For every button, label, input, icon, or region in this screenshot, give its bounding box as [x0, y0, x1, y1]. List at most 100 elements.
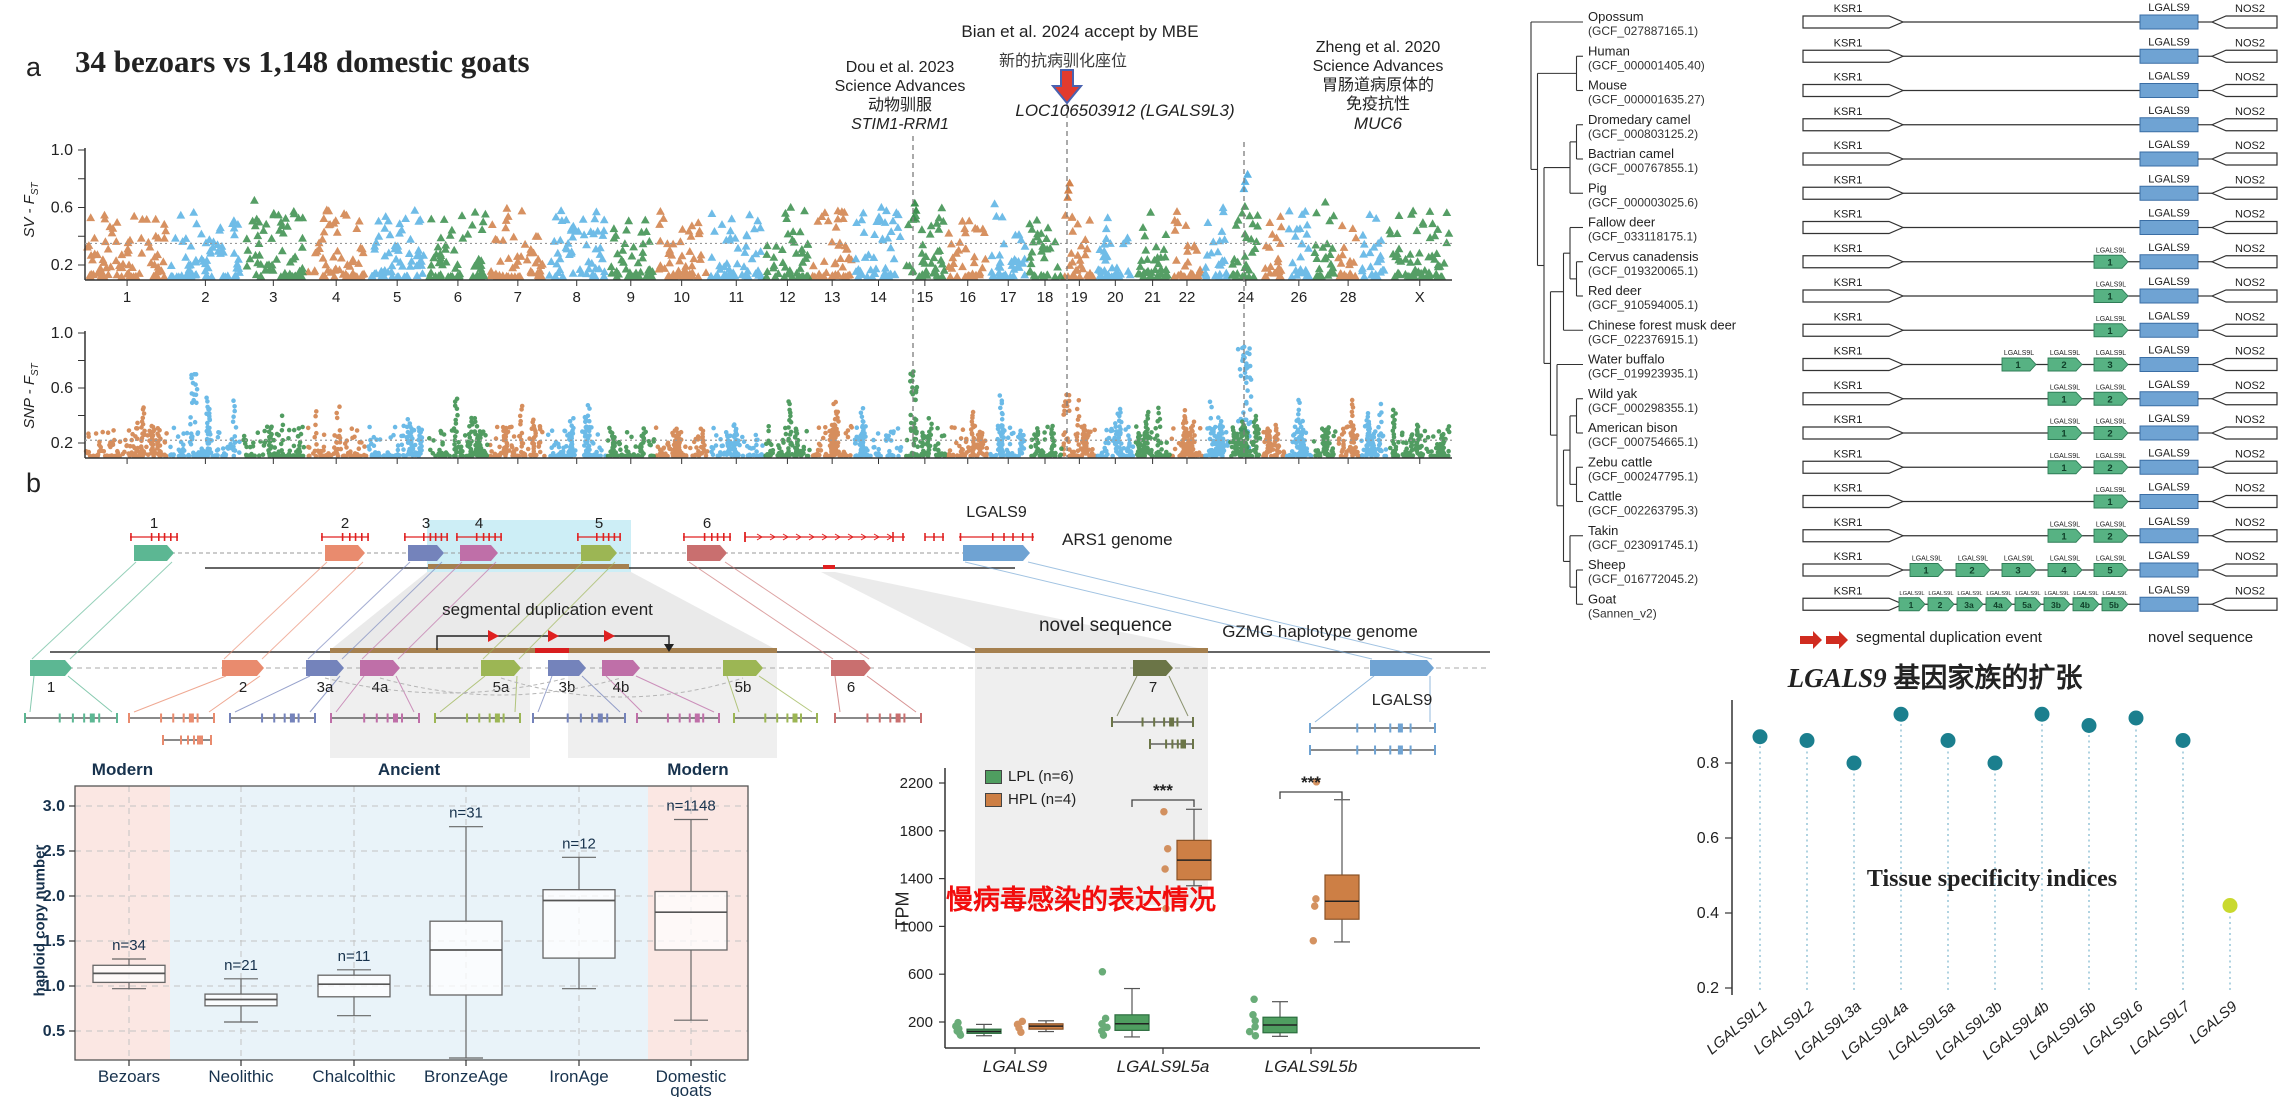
rect [895, 713, 901, 723]
seg-dup-event-label: segmental duplication event [442, 600, 653, 619]
lollipop-ytick: 0.8 [1697, 755, 1719, 772]
lgals9-label: LGALS9 [2148, 173, 2190, 185]
lgals9l-gene [1909, 563, 1945, 577]
chrom-label: 6 [454, 289, 462, 306]
lgals9-label: LGALS9 [2148, 71, 2190, 83]
legend-red-arrow [1800, 631, 1822, 649]
sv-highlight-peak [1063, 178, 1074, 201]
nos2-gene [2210, 597, 2278, 611]
chrom-label: 24 [1237, 289, 1254, 306]
chrom-label: 11 [728, 289, 744, 306]
species-name: Bactrian camel [1588, 146, 1674, 161]
ksr1-label: KSR1 [1834, 174, 1863, 186]
ars1-gene [134, 545, 174, 561]
gzmg-gene [831, 660, 871, 676]
gzmg-dup-bar [330, 648, 535, 653]
sig-bracket [1131, 799, 1195, 807]
lgals9l-number: 2 [2107, 429, 2112, 440]
novel-band [975, 652, 1208, 905]
rect [792, 713, 798, 723]
line [234, 675, 311, 713]
hpl-legend-label: HPL (n=4) [1008, 791, 1077, 808]
species-name: Water buffalo [1588, 352, 1665, 367]
lgals9l-label: LGALS9L [2096, 350, 2126, 357]
lgals9-label: LGALS9 [2148, 208, 2190, 220]
species-accession: (GCF_022376915.1) [1588, 332, 1698, 346]
ksr1-label: KSR1 [1834, 3, 1863, 15]
lgals9l-number: 1 [1909, 600, 1914, 610]
species-name: Sheep [1588, 557, 1626, 572]
sv-ytick: 0.2 [51, 257, 73, 274]
nos2-gene [2210, 563, 2278, 577]
nos2-gene [2210, 220, 2278, 235]
gzmg-gene [1133, 660, 1173, 676]
lgals9-gene [2139, 48, 2199, 64]
dou-line1: Dou et al. 2023 [845, 59, 955, 76]
bian-line2: 新的抗病驯化座位 [998, 53, 1127, 70]
nos2-gene [2210, 152, 2278, 166]
ksr1-gene [1802, 83, 1905, 98]
species-name: Pig [1588, 180, 1607, 195]
lgals9l-label: LGALS9L [2044, 591, 2070, 597]
gene-homolog-link [307, 561, 411, 660]
path [769, 533, 776, 541]
n-label: n=11 [338, 948, 371, 965]
annotation-zheng: Zheng et al. 2020 Science Advances 胃肠道病原… [1288, 38, 1468, 133]
lpl-legend-swatch [985, 769, 1002, 784]
lollipop-dot [1846, 755, 1862, 771]
nos2-gene [2210, 323, 2278, 337]
lgals9l-number: 1 [2061, 531, 2067, 542]
nos2-label: NOS2 [2235, 585, 2265, 597]
chrom-label: 4 [332, 289, 340, 306]
lgals9l-label: LGALS9L [2096, 556, 2126, 563]
lgals9l-number: 3 [2015, 566, 2020, 577]
ksr1-label: KSR1 [1834, 311, 1863, 323]
dup-direction-arrow [548, 630, 559, 642]
rect [289, 713, 295, 723]
sv-points [242, 195, 1454, 281]
gzmg-gene-label: 4a [372, 679, 389, 696]
lollipop-dot [1799, 733, 1815, 748]
species-accession: (GCF_000001405.40) [1588, 58, 1705, 72]
species-name: Goat [1588, 591, 1617, 606]
panel-a-title: 34 bezoars vs 1,148 domestic goats [75, 44, 530, 79]
lgals9l-label: LGALS9L [2015, 591, 2041, 597]
gene-homolog-link [341, 561, 443, 660]
nos2-label: NOS2 [2235, 140, 2265, 152]
nos2-label: NOS2 [2235, 277, 2265, 289]
lgals9l-gene [2093, 254, 2129, 269]
chrom-label: 20 [1107, 289, 1124, 306]
tpm-xlabel: LGALS9L5a [1117, 1057, 1210, 1076]
copy-ytick: 2.0 [43, 888, 65, 905]
species-accession: (GCF_033118175.1) [1588, 230, 1697, 244]
line [635, 675, 715, 713]
lgals9l-number: 1 [2107, 257, 2113, 268]
lgals9l-gene [2093, 323, 2129, 338]
copy-xlabel: goats [670, 1081, 712, 1097]
lgals9l-label: LGALS9L [1928, 591, 1954, 597]
lgals9l-gene [2047, 563, 2083, 577]
ars1-dup-bar [428, 564, 629, 569]
gene-homolog-link [397, 561, 497, 660]
gzmg-dup-bar [569, 648, 777, 653]
chrom-label: 16 [959, 289, 976, 306]
gene-homolog-link [69, 561, 173, 660]
tree-seg-dup-label: segmental duplication event [1856, 629, 2042, 646]
lgals9l-label: LGALS9L [2004, 556, 2034, 563]
line [834, 675, 841, 713]
ksr1-label: KSR1 [1834, 483, 1863, 495]
dup-link-shade [330, 572, 777, 650]
lollipop-dot [2034, 706, 2050, 722]
tpm-y-label: TPM [892, 891, 913, 930]
lgals9l-number: 1 [2015, 360, 2021, 371]
chrom-label: 14 [870, 289, 887, 306]
ksr1-gene [1802, 186, 1905, 200]
gzmg-gene-label: 3b [559, 679, 576, 696]
lgals9l-number: 3b [2051, 600, 2061, 610]
lollipop-dot [1752, 729, 1768, 745]
lgals9-label: LGALS9 [2148, 36, 2190, 48]
lgals9-label: LGALS9 [2148, 413, 2190, 425]
chrom-label: 8 [573, 289, 581, 306]
sv-highlight-peak [1239, 169, 1252, 193]
